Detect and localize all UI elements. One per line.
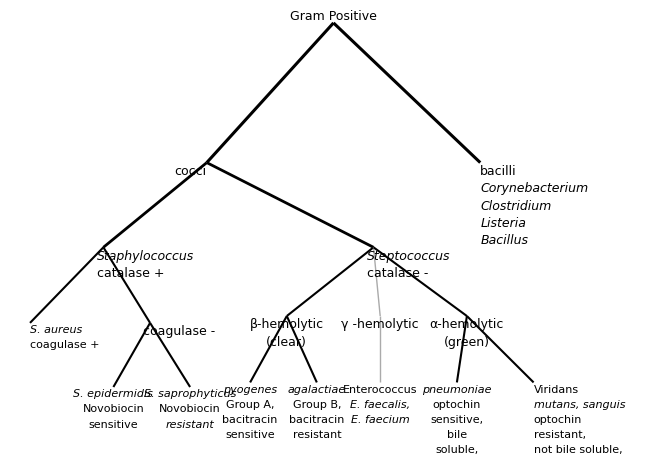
Text: Viridans: Viridans	[534, 385, 579, 395]
Text: resistant: resistant	[165, 420, 215, 430]
Text: optochin: optochin	[433, 400, 481, 410]
Text: Group A,: Group A,	[226, 400, 274, 410]
Text: pyogenes: pyogenes	[223, 385, 277, 395]
Text: Bacillus: Bacillus	[480, 234, 528, 247]
Text: (clear): (clear)	[266, 336, 307, 349]
Text: Gram Positive: Gram Positive	[290, 10, 377, 23]
Text: sensitive,: sensitive,	[430, 415, 484, 425]
Text: S. saprophyticus: S. saprophyticus	[144, 389, 236, 399]
Text: Novobiocin: Novobiocin	[159, 404, 221, 414]
Text: mutans, sanguis: mutans, sanguis	[534, 400, 625, 410]
Text: γ -hemolytic: γ -hemolytic	[342, 318, 419, 331]
Text: coagulase -: coagulase -	[143, 325, 215, 338]
Text: not bile soluble,: not bile soluble,	[534, 445, 622, 455]
Text: Listeria: Listeria	[480, 217, 526, 230]
Text: cocci: cocci	[175, 165, 207, 178]
Text: sensitive: sensitive	[89, 420, 138, 430]
Text: catalase +: catalase +	[97, 267, 164, 280]
Text: E. faecium: E. faecium	[351, 415, 410, 425]
Text: sensitive: sensitive	[225, 430, 275, 440]
Text: S. aureus: S. aureus	[30, 325, 82, 335]
Text: Novobiocin: Novobiocin	[83, 404, 144, 414]
Text: agalactiae: agalactiae	[287, 385, 346, 395]
Text: (green): (green)	[444, 336, 490, 349]
Text: E. faecalis,: E. faecalis,	[350, 400, 410, 410]
Text: Clostridium: Clostridium	[480, 200, 552, 213]
Text: α-hemolytic: α-hemolytic	[430, 318, 504, 331]
Text: pneumoniae: pneumoniae	[422, 385, 492, 395]
Text: catalase -: catalase -	[367, 267, 428, 280]
Text: Staphylococcus: Staphylococcus	[97, 250, 194, 262]
Text: resistant,: resistant,	[534, 430, 586, 440]
Text: Group B,: Group B,	[293, 400, 341, 410]
Text: bacilli: bacilli	[480, 165, 517, 178]
Text: bile: bile	[447, 430, 467, 440]
Text: soluble,: soluble,	[436, 445, 478, 455]
Text: Enterococcus: Enterococcus	[343, 385, 418, 395]
Text: bacitracin: bacitracin	[289, 415, 345, 425]
Text: Corynebacterium: Corynebacterium	[480, 182, 588, 195]
Text: Steptococcus: Steptococcus	[367, 250, 450, 262]
Text: resistant: resistant	[293, 430, 341, 440]
Text: optochin: optochin	[534, 415, 582, 425]
Text: bacitracin: bacitracin	[222, 415, 278, 425]
Text: β-hemolytic: β-hemolytic	[249, 318, 324, 331]
Text: coagulase +: coagulase +	[30, 340, 99, 350]
Text: S. epidermidis: S. epidermidis	[73, 389, 153, 399]
